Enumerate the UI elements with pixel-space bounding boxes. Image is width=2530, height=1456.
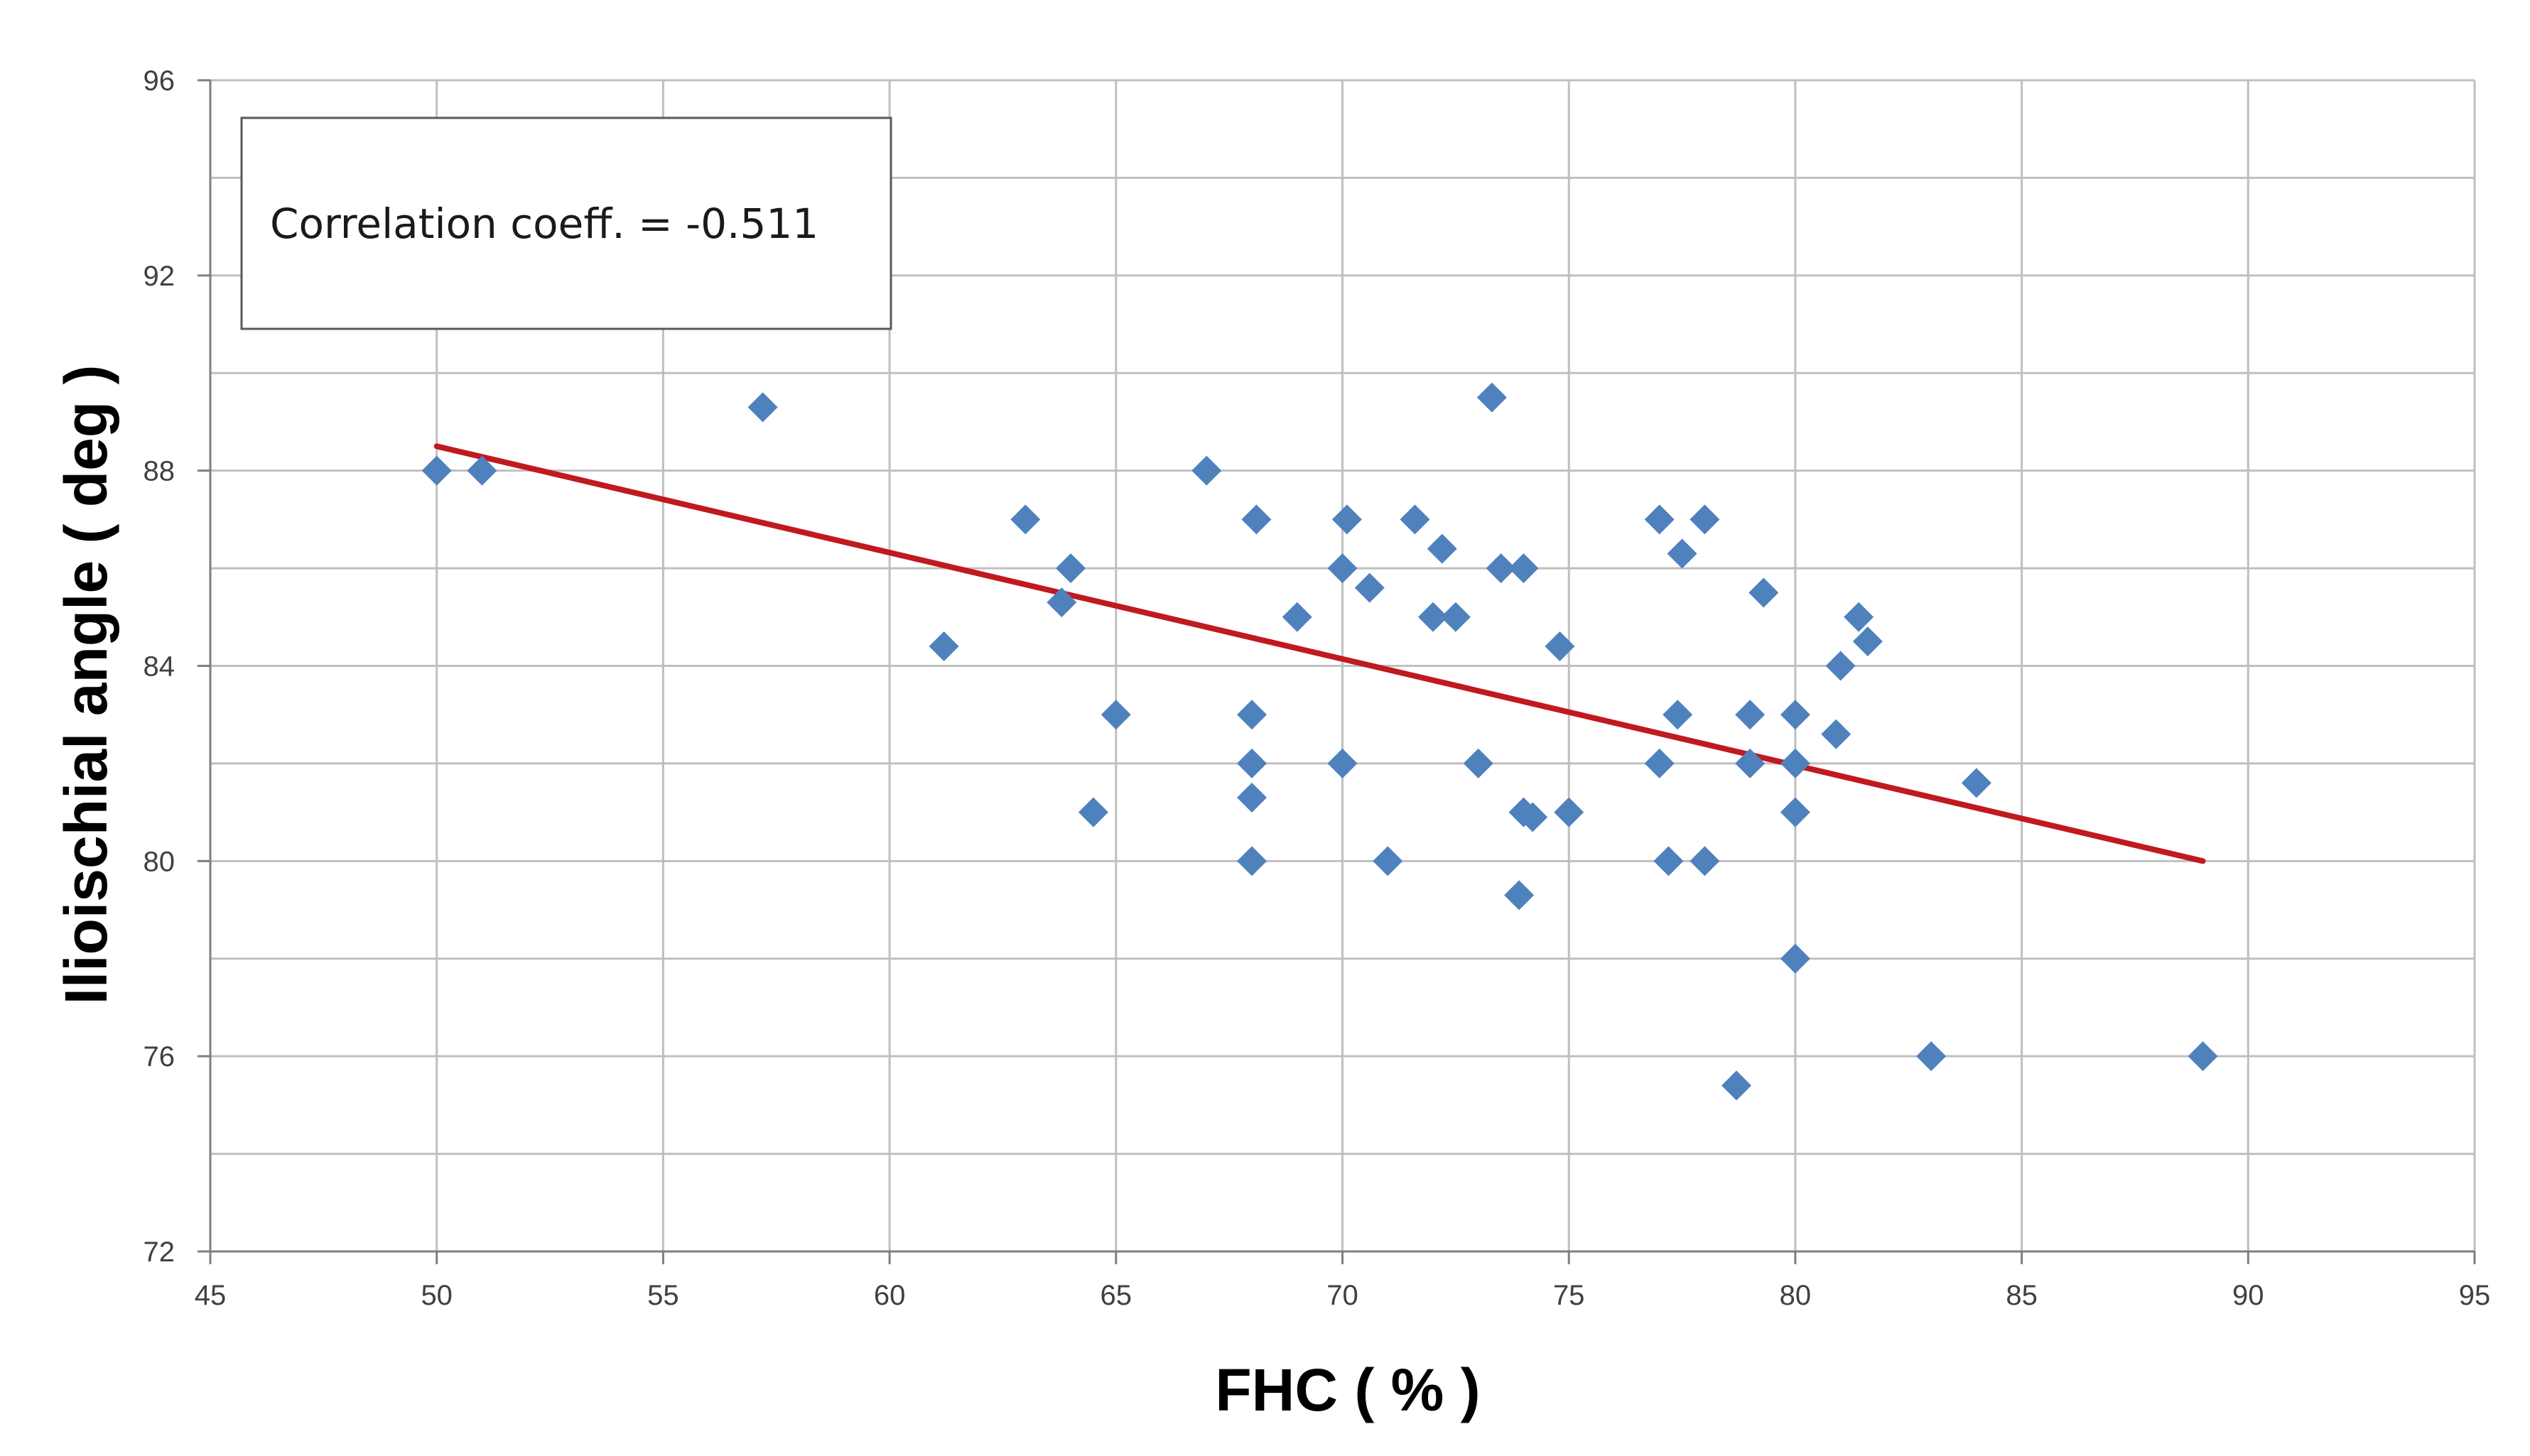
- trendline-layer: [433, 443, 2206, 864]
- x-tick-label: 65: [1101, 1280, 1132, 1311]
- data-point: [1056, 553, 1086, 584]
- data-point: [1327, 553, 1358, 584]
- trendline: [433, 443, 2206, 864]
- data-point: [1237, 700, 1267, 730]
- x-tick-label: 95: [2459, 1280, 2491, 1311]
- data-point: [1780, 797, 1810, 827]
- x-tick-label: 60: [874, 1280, 906, 1311]
- data-point: [1237, 846, 1267, 876]
- data-point: [1476, 382, 1507, 413]
- data-point: [1417, 602, 1448, 632]
- data-point: [1825, 651, 1856, 681]
- data-point: [1748, 577, 1779, 608]
- data-point: [1282, 602, 1312, 632]
- data-point: [1780, 943, 1810, 974]
- data-point: [1327, 748, 1358, 778]
- data-point: [1463, 748, 1493, 778]
- data-point: [1237, 748, 1267, 778]
- data-point: [1237, 783, 1267, 813]
- data-point: [1644, 748, 1675, 778]
- x-tick-label: 80: [1780, 1280, 1812, 1311]
- y-tick-label: 96: [144, 65, 175, 97]
- data-point: [1780, 700, 1810, 730]
- x-tick-label: 45: [195, 1280, 227, 1311]
- axes: [198, 79, 2476, 1264]
- data-point: [1653, 846, 1684, 876]
- data-point: [1504, 880, 1535, 911]
- data-point: [421, 455, 452, 486]
- data-point: [1961, 768, 1991, 798]
- data-point: [1644, 504, 1675, 535]
- data-point: [1735, 700, 1766, 730]
- data-point: [1191, 455, 1222, 486]
- data-point: [1821, 719, 1851, 749]
- data-point: [1400, 504, 1430, 535]
- data-point: [1690, 504, 1720, 535]
- data-point: [1427, 533, 1457, 564]
- data-point: [1508, 553, 1539, 584]
- data-point: [1440, 602, 1471, 632]
- data-point: [1667, 538, 1697, 569]
- y-tick-label: 84: [144, 651, 175, 683]
- data-point: [2188, 1041, 2218, 1072]
- data-point: [1735, 748, 1766, 778]
- data-point: [1047, 587, 1077, 618]
- data-point: [1486, 553, 1516, 584]
- data-point: [467, 455, 497, 486]
- data-point: [929, 631, 959, 662]
- annotation-box: [240, 116, 892, 330]
- x-tick-label: 55: [647, 1280, 679, 1311]
- x-tick-label: 90: [2232, 1280, 2264, 1311]
- data-point: [1101, 700, 1131, 730]
- data-point: [1916, 1041, 1947, 1072]
- data-point: [1554, 797, 1584, 827]
- data-point: [747, 392, 778, 423]
- data-point: [1721, 1070, 1752, 1101]
- y-tick-label: 88: [144, 456, 175, 487]
- annotation-text: Correlation coeff. = -0.511: [270, 200, 818, 248]
- data-point: [1331, 504, 1362, 535]
- y-tick-label: 72: [144, 1237, 175, 1268]
- data-point: [1545, 631, 1575, 662]
- x-tick-label: 50: [421, 1280, 453, 1311]
- data-point: [1518, 802, 1548, 832]
- correlation-annotation: Correlation coeff. = -0.511: [240, 116, 892, 330]
- data-point: [1663, 700, 1693, 730]
- data-point: [1690, 846, 1720, 876]
- tick-labels: 45 50 55 60 65 70 75 80 85 90 95 72 76 80 84 88 92 96: [144, 65, 2491, 1311]
- data-points: [421, 382, 2218, 1101]
- data-point: [1373, 846, 1403, 876]
- data-point: [1078, 797, 1108, 827]
- data-point: [1780, 748, 1810, 778]
- x-axis-title: FHC ( % ): [1215, 1357, 1480, 1423]
- y-axis-title: Ilioischial angle ( deg ): [53, 365, 119, 1005]
- data-point: [1844, 602, 1874, 632]
- x-tick-label: 75: [1553, 1280, 1585, 1311]
- y-tick-label: 76: [144, 1041, 175, 1072]
- data-point: [1354, 572, 1385, 603]
- x-tick-label: 85: [2006, 1280, 2038, 1311]
- data-point: [1010, 504, 1041, 535]
- y-tick-label: 92: [144, 261, 175, 292]
- y-tick-label: 80: [144, 846, 175, 877]
- x-tick-label: 70: [1326, 1280, 1358, 1311]
- data-point: [1241, 504, 1272, 535]
- data-point: [1852, 626, 1883, 657]
